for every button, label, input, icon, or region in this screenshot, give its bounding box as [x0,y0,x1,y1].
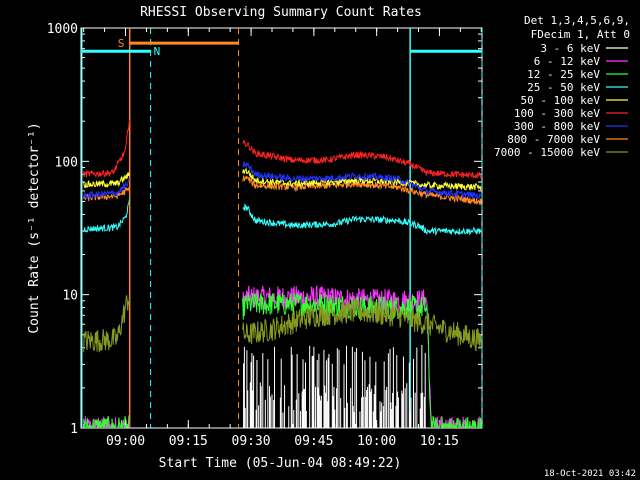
date-stamp: 18-Oct-2021 03:42 [544,469,636,479]
x-tick-label: 09:00 [106,434,145,449]
series-line-3 [83,199,482,236]
x-tick-label: 10:00 [357,434,396,449]
legend-item-label: 6 - 12 keV [534,55,601,68]
legend-item-label: 12 - 25 keV [527,68,600,81]
legend-item-label: 25 - 50 keV [527,81,600,94]
y-tick-label: 1 [70,422,78,437]
x-axis-label: Start Time (05-Jun-04 08:49:22) [159,456,402,471]
annotation-label-S: S [118,37,125,50]
series-line-7 [83,175,482,206]
y-axis-label: Count Rate (s⁻¹ detector⁻¹) [27,122,42,333]
legend: Det 1,3,4,5,6,9, FDecim 1, Att 0 3 - 6 k… [494,14,630,159]
series-line-8 [83,295,482,353]
x-tick-label: 09:45 [294,434,333,449]
chart-title: RHESSI Observing Summary Count Rates [140,5,422,20]
series-line-5 [83,119,482,179]
y-tick-label: 100 [55,155,78,170]
y-tick-label: 10 [62,289,78,304]
series-line-4 [83,166,482,192]
series-line-2 [83,292,482,428]
legend-item-label: 800 - 7000 keV [507,133,600,146]
x-tick-label: 09:15 [169,434,208,449]
legend-header-line-2: FDecim 1, Att 0 [531,28,630,41]
legend-item-label: 100 - 300 keV [514,107,600,120]
legend-header-line-1: Det 1,3,4,5,6,9, [524,14,630,27]
x-tick-label: 09:30 [232,434,271,449]
legend-item-label: 7000 - 15000 keV [494,146,600,159]
annotation-label-N: N [154,45,161,58]
y-tick-label: 1000 [47,22,78,37]
series-line-6 [83,161,482,200]
legend-item-label: 300 - 800 keV [514,120,600,133]
x-tick-label: 10:15 [420,434,459,449]
legend-item-label: 3 - 6 keV [540,42,600,55]
legend-item-label: 50 - 100 keV [521,94,601,107]
